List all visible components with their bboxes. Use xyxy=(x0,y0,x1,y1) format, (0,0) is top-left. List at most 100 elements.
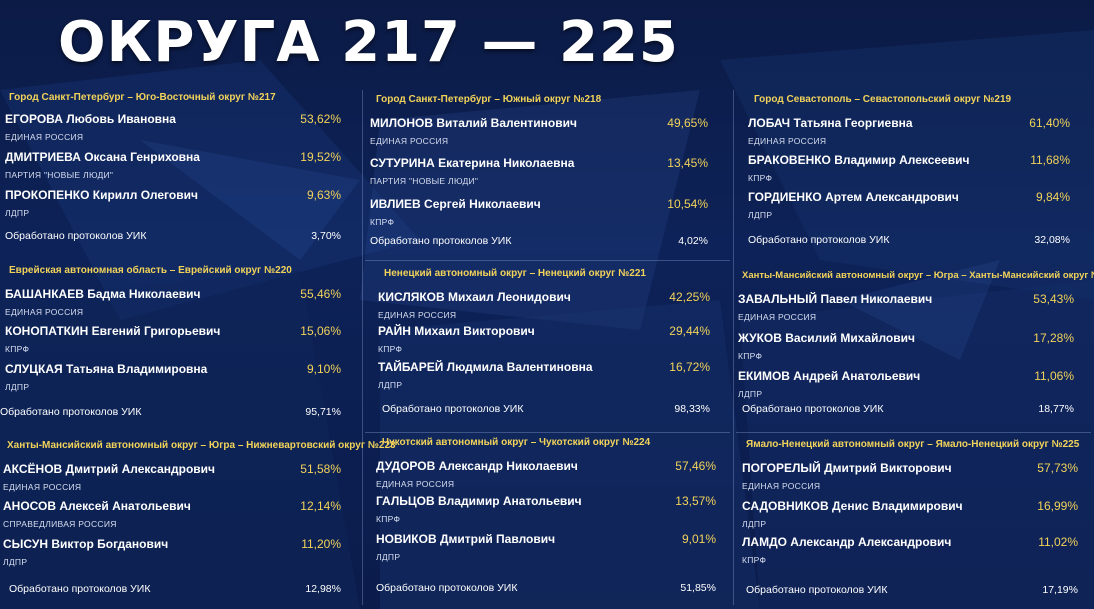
candidate-name: ЖУКОВ Василий Михайлович xyxy=(738,331,915,345)
column-divider xyxy=(362,90,363,605)
candidate-percent: 9,84% xyxy=(1035,190,1070,204)
processed-label: Обработано протоколов УИК xyxy=(382,403,524,415)
candidate-percent: 9,10% xyxy=(306,362,341,376)
processed-value: 4,02% xyxy=(678,235,708,247)
candidate-party: ЛДПР xyxy=(378,380,403,390)
processed-row: Обработано протоколов УИК 32,08% xyxy=(748,234,1070,250)
column-divider xyxy=(733,90,734,605)
candidate-party: ЕДИНАЯ РОССИЯ xyxy=(376,479,455,489)
candidate-name: КИСЛЯКОВ Михаил Леонидович xyxy=(378,290,571,304)
candidate-percent: 53,43% xyxy=(1033,292,1074,306)
processed-row: Обработано протоколов УИК 17,19% xyxy=(746,584,1078,600)
candidate-name: ИВЛИЕВ Сергей Николаевич xyxy=(370,197,541,211)
candidate-percent: 49,65% xyxy=(667,116,708,130)
candidate-party: ЛДПР xyxy=(748,210,773,220)
candidate-name: БРАКОВЕНКО Владимир Алексеевич xyxy=(748,153,970,167)
candidate-row: ЕГОРОВА Любовь Ивановна 53,62% ЕДИНАЯ РО… xyxy=(5,112,341,146)
candidate-name: АНОСОВ Алексей Анатольевич xyxy=(3,499,191,513)
processed-value: 95,71% xyxy=(305,406,341,418)
processed-label: Обработано протоколов УИК xyxy=(5,230,147,242)
candidate-party: ПАРТИЯ "НОВЫЕ ЛЮДИ" xyxy=(5,170,114,180)
district-title: Ханты-Мансийский автономный округ – Югра… xyxy=(7,440,396,451)
candidate-percent: 11,68% xyxy=(1030,153,1070,167)
processed-row: Обработано протоколов УИК 4,02% xyxy=(370,235,708,251)
processed-row: Обработано протоколов УИК 12,98% xyxy=(9,583,341,599)
candidate-row: СЫСУН Виктор Богданович 11,20% ЛДПР xyxy=(3,537,341,571)
candidate-row: ЕКИМОВ Андрей Анатольевич 11,06% ЛДПР xyxy=(738,369,1074,403)
processed-value: 12,98% xyxy=(305,583,341,595)
candidate-name: ДМИТРИЕВА Оксана Генриховна xyxy=(5,150,200,164)
candidate-row: ДМИТРИЕВА Оксана Генриховна 19,52% ПАРТИ… xyxy=(5,150,341,184)
processed-label: Обработано протоколов УИК xyxy=(0,406,142,418)
candidate-row: НОВИКОВ Дмитрий Павлович 9,01% ЛДПР xyxy=(376,532,716,566)
candidate-name: ДУДОРОВ Александр Николаевич xyxy=(376,459,578,473)
candidate-name: ГОРДИЕНКО Артем Александрович xyxy=(748,190,959,204)
candidate-percent: 53,62% xyxy=(300,112,341,126)
candidate-row: САДОВНИКОВ Денис Владимирович 16,99% ЛДП… xyxy=(742,499,1078,533)
candidate-name: САДОВНИКОВ Денис Владимирович xyxy=(742,499,963,513)
candidate-party: ЛДПР xyxy=(3,557,28,567)
processed-value: 18,77% xyxy=(1038,403,1074,415)
candidate-percent: 16,99% xyxy=(1037,499,1078,513)
district-panel-219: Город Севастополь – Севастопольский окру… xyxy=(748,94,1070,254)
candidate-row: БРАКОВЕНКО Владимир Алексеевич 11,68% КП… xyxy=(748,153,1070,187)
processed-label: Обработано протоколов УИК xyxy=(370,235,512,247)
district-panel-218: Город Санкт-Петербург – Южный округ №218… xyxy=(370,94,708,254)
candidate-percent: 12,14% xyxy=(300,499,341,513)
candidate-party: ПАРТИЯ "НОВЫЕ ЛЮДИ" xyxy=(370,176,479,186)
processed-label: Обработано протоколов УИК xyxy=(742,403,884,415)
candidate-row: ГОРДИЕНКО Артем Александрович 9,84% ЛДПР xyxy=(748,190,1070,224)
candidate-percent: 11,02% xyxy=(1038,535,1078,549)
candidate-party: ЕДИНАЯ РОССИЯ xyxy=(738,312,817,322)
processed-label: Обработано протоколов УИК xyxy=(376,582,518,594)
row-divider xyxy=(365,432,730,433)
district-panel-224: Чукотский автономный округ – Чукотский о… xyxy=(376,437,716,602)
candidate-name: АКСЁНОВ Дмитрий Александрович xyxy=(3,462,216,476)
candidate-percent: 55,46% xyxy=(300,287,341,301)
processed-value: 98,33% xyxy=(674,403,710,415)
candidate-party: ЛДПР xyxy=(738,389,763,399)
candidate-name: НОВИКОВ Дмитрий Павлович xyxy=(376,532,556,546)
candidate-name: ГАЛЬЦОВ Владимир Анатольевич xyxy=(376,494,582,508)
candidate-percent: 61,40% xyxy=(1029,116,1070,130)
candidate-name: ТАЙБАРЕЙ Людмила Валентиновна xyxy=(378,360,593,374)
candidate-row: СУТУРИНА Екатерина Николаевна 13,45% ПАР… xyxy=(370,156,708,190)
candidate-percent: 57,73% xyxy=(1037,461,1078,475)
candidate-name: МИЛОНОВ Виталий Валентинович xyxy=(370,116,577,130)
district-panel-225: Ямало-Ненецкий автономный округ – Ямало-… xyxy=(742,439,1079,604)
processed-value: 17,19% xyxy=(1042,584,1078,596)
candidate-percent: 11,20% xyxy=(301,537,341,551)
district-title: Еврейская автономная область – Еврейский… xyxy=(9,265,292,276)
candidate-row: БАШАНКАЕВ Бадма Николаевич 55,46% ЕДИНАЯ… xyxy=(5,287,341,321)
candidate-row: ТАЙБАРЕЙ Людмила Валентиновна 16,72% ЛДП… xyxy=(378,360,710,394)
district-panel-220: Еврейская автономная область – Еврейский… xyxy=(0,265,341,425)
candidate-row: ИВЛИЕВ Сергей Николаевич 10,54% КПРФ xyxy=(370,197,708,231)
candidate-party: ЕДИНАЯ РОССИЯ xyxy=(5,307,84,317)
district-panel-217: Город Санкт-Петербург – Юго-Восточный ок… xyxy=(5,92,341,252)
candidate-row: АКСЁНОВ Дмитрий Александрович 51,58% ЕДИ… xyxy=(3,462,341,496)
district-title: Ханты-Мансийский автономный округ – Югра… xyxy=(742,270,1094,281)
candidate-percent: 16,72% xyxy=(669,360,710,374)
candidate-percent: 42,25% xyxy=(669,290,710,304)
candidate-row: КИСЛЯКОВ Михаил Леонидович 42,25% ЕДИНАЯ… xyxy=(378,290,710,324)
candidate-row: ПРОКОПЕНКО Кирилл Олегович 9,63% ЛДПР xyxy=(5,188,341,222)
candidate-party: КПРФ xyxy=(748,173,773,183)
district-panel-222: Ханты-Мансийский автономный округ – Югра… xyxy=(738,270,1094,430)
candidate-percent: 9,63% xyxy=(306,188,341,202)
district-title: Город Санкт-Петербург – Юго-Восточный ок… xyxy=(9,92,276,103)
candidate-party: ЕДИНАЯ РОССИЯ xyxy=(370,136,449,146)
candidate-name: ПРОКОПЕНКО Кирилл Олегович xyxy=(5,188,198,202)
district-panel-223: Ханты-Мансийский автономный округ – Югра… xyxy=(3,440,396,600)
processed-row: Обработано протоколов УИК 3,70% xyxy=(5,230,341,246)
candidate-percent: 11,06% xyxy=(1034,369,1074,383)
candidate-row: АНОСОВ Алексей Анатольевич 12,14% СПРАВЕ… xyxy=(3,499,341,533)
processed-row: Обработано протоколов УИК 98,33% xyxy=(382,403,710,419)
candidate-party: ЛДПР xyxy=(5,382,30,392)
candidate-name: ЕГОРОВА Любовь Ивановна xyxy=(5,112,176,126)
row-divider xyxy=(365,260,730,261)
candidate-party: ЕДИНАЯ РОССИЯ xyxy=(378,310,457,320)
candidate-party: ЕДИНАЯ РОССИЯ xyxy=(5,132,84,142)
candidate-row: КОНОПАТКИН Евгений Григорьевич 15,06% КП… xyxy=(5,324,341,358)
candidate-name: СУТУРИНА Екатерина Николаевна xyxy=(370,156,575,170)
candidate-percent: 51,58% xyxy=(300,462,341,476)
